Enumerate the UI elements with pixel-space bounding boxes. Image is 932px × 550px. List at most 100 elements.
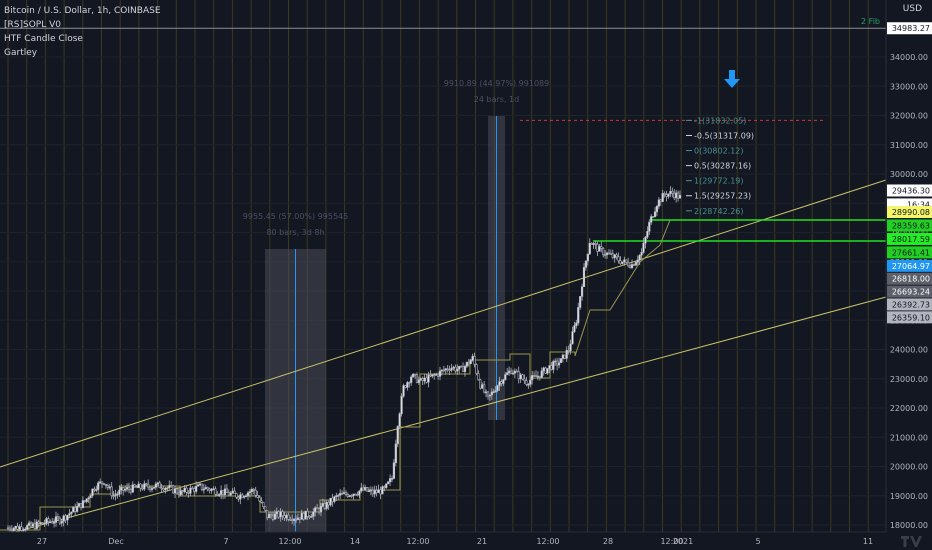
candle-body xyxy=(246,492,250,497)
candle-body xyxy=(120,487,123,491)
candle-body xyxy=(596,243,599,252)
candle-body xyxy=(421,378,424,382)
candle-body xyxy=(268,514,271,519)
candle-body xyxy=(254,489,257,496)
upper-trendline xyxy=(0,179,887,468)
candle-body xyxy=(559,358,563,364)
candle-body xyxy=(588,242,591,255)
candle-body xyxy=(304,510,307,520)
candle-body xyxy=(582,267,586,287)
candle-body xyxy=(20,526,23,531)
candle-body xyxy=(511,372,515,375)
candle-body xyxy=(632,264,636,266)
candle-body xyxy=(412,373,415,378)
candle-body xyxy=(448,369,451,372)
indicator-htf-candle-close[interactable]: HTF Candle Close xyxy=(4,34,83,44)
candle-body xyxy=(29,522,33,527)
candle-body xyxy=(586,253,589,262)
price-tag-label: 29436.30 xyxy=(892,186,930,195)
candle-body xyxy=(431,374,434,377)
candle-body xyxy=(99,481,102,484)
candle-body xyxy=(208,488,211,491)
candle-body xyxy=(496,385,499,391)
candle-body xyxy=(475,364,478,374)
candle-body xyxy=(550,365,553,370)
indicator-sopl[interactable]: [RS]SOPL V0 xyxy=(4,20,61,30)
candle-body xyxy=(492,391,495,393)
candle-body xyxy=(16,525,19,530)
time-axis xyxy=(0,532,886,550)
candle-body xyxy=(166,487,169,490)
candle-body xyxy=(141,487,144,490)
candle-body xyxy=(473,355,476,365)
candle-body xyxy=(458,365,461,370)
candle-body xyxy=(513,370,516,374)
candle-body xyxy=(66,514,69,521)
candle-body xyxy=(515,370,518,373)
candle-body xyxy=(51,521,54,524)
candle-body xyxy=(110,486,113,497)
candle-body xyxy=(400,395,403,415)
candle-body xyxy=(348,495,351,497)
candle-body xyxy=(233,490,236,494)
candle-body xyxy=(460,365,463,368)
candle-body xyxy=(652,216,655,218)
candle-body xyxy=(147,483,150,488)
candle-body xyxy=(408,382,411,384)
candle-body xyxy=(488,394,492,397)
price-tag-label: 28990.08 xyxy=(892,208,930,217)
candle-body xyxy=(527,384,530,386)
candle-body xyxy=(124,488,127,491)
candle-body xyxy=(202,488,205,491)
candle-body xyxy=(546,368,549,374)
fib-level-label: 2(28742.26) xyxy=(694,207,744,216)
x-tick-label: 21 xyxy=(477,537,487,546)
candle-body xyxy=(275,511,278,515)
candle-body xyxy=(500,381,503,384)
candle-body xyxy=(387,481,390,485)
candle-body xyxy=(398,413,401,427)
price-tag-label: 26818.00 xyxy=(892,275,930,284)
candle-body xyxy=(310,516,313,518)
candle-body xyxy=(81,500,84,509)
candle-body xyxy=(554,360,557,363)
candle-body xyxy=(394,443,397,464)
indicator-gartley[interactable]: Gartley xyxy=(4,48,38,58)
down-arrow-icon xyxy=(724,70,740,88)
candle-body xyxy=(584,260,588,268)
x-tick-label: 11 xyxy=(863,537,873,546)
candle-body xyxy=(362,487,365,491)
fib-level-label: 0.5(30287.16) xyxy=(694,162,751,171)
candle-body xyxy=(419,378,422,381)
x-tick-label: 27 xyxy=(37,537,47,546)
candle-body xyxy=(8,527,12,531)
candle-body xyxy=(592,243,595,245)
candle-body xyxy=(64,515,67,521)
fib-level-label: 1.5(29257.23) xyxy=(694,192,751,201)
fib-level-label: -0.5(31317.09) xyxy=(694,131,754,140)
candle-body xyxy=(314,507,317,513)
candle-body xyxy=(392,462,396,479)
candle-body xyxy=(675,192,678,199)
symbol-title[interactable]: Bitcoin / U.S. Dollar, 1h, COINBASE xyxy=(4,6,161,16)
price-tag-label: 34983.27 xyxy=(892,24,930,33)
candle-body xyxy=(454,366,457,372)
candle-body xyxy=(354,493,357,496)
candle-body xyxy=(93,488,96,491)
candle-body xyxy=(220,490,223,495)
candle-body xyxy=(356,494,359,496)
candle-body xyxy=(604,254,607,257)
candle-body xyxy=(561,354,564,359)
candle-body xyxy=(58,517,61,524)
candle-body xyxy=(225,488,228,493)
x-tick-label: 12:00 xyxy=(278,537,301,546)
candle-body xyxy=(256,495,259,498)
chart-legend: Bitcoin / U.S. Dollar, 1h, COINBASE [RS]… xyxy=(4,4,161,60)
candle-body xyxy=(337,494,340,497)
candle-body xyxy=(615,254,618,258)
candle-body xyxy=(6,527,10,530)
candle-body xyxy=(373,490,376,495)
candle-body xyxy=(85,498,88,502)
candle-body xyxy=(154,483,157,488)
